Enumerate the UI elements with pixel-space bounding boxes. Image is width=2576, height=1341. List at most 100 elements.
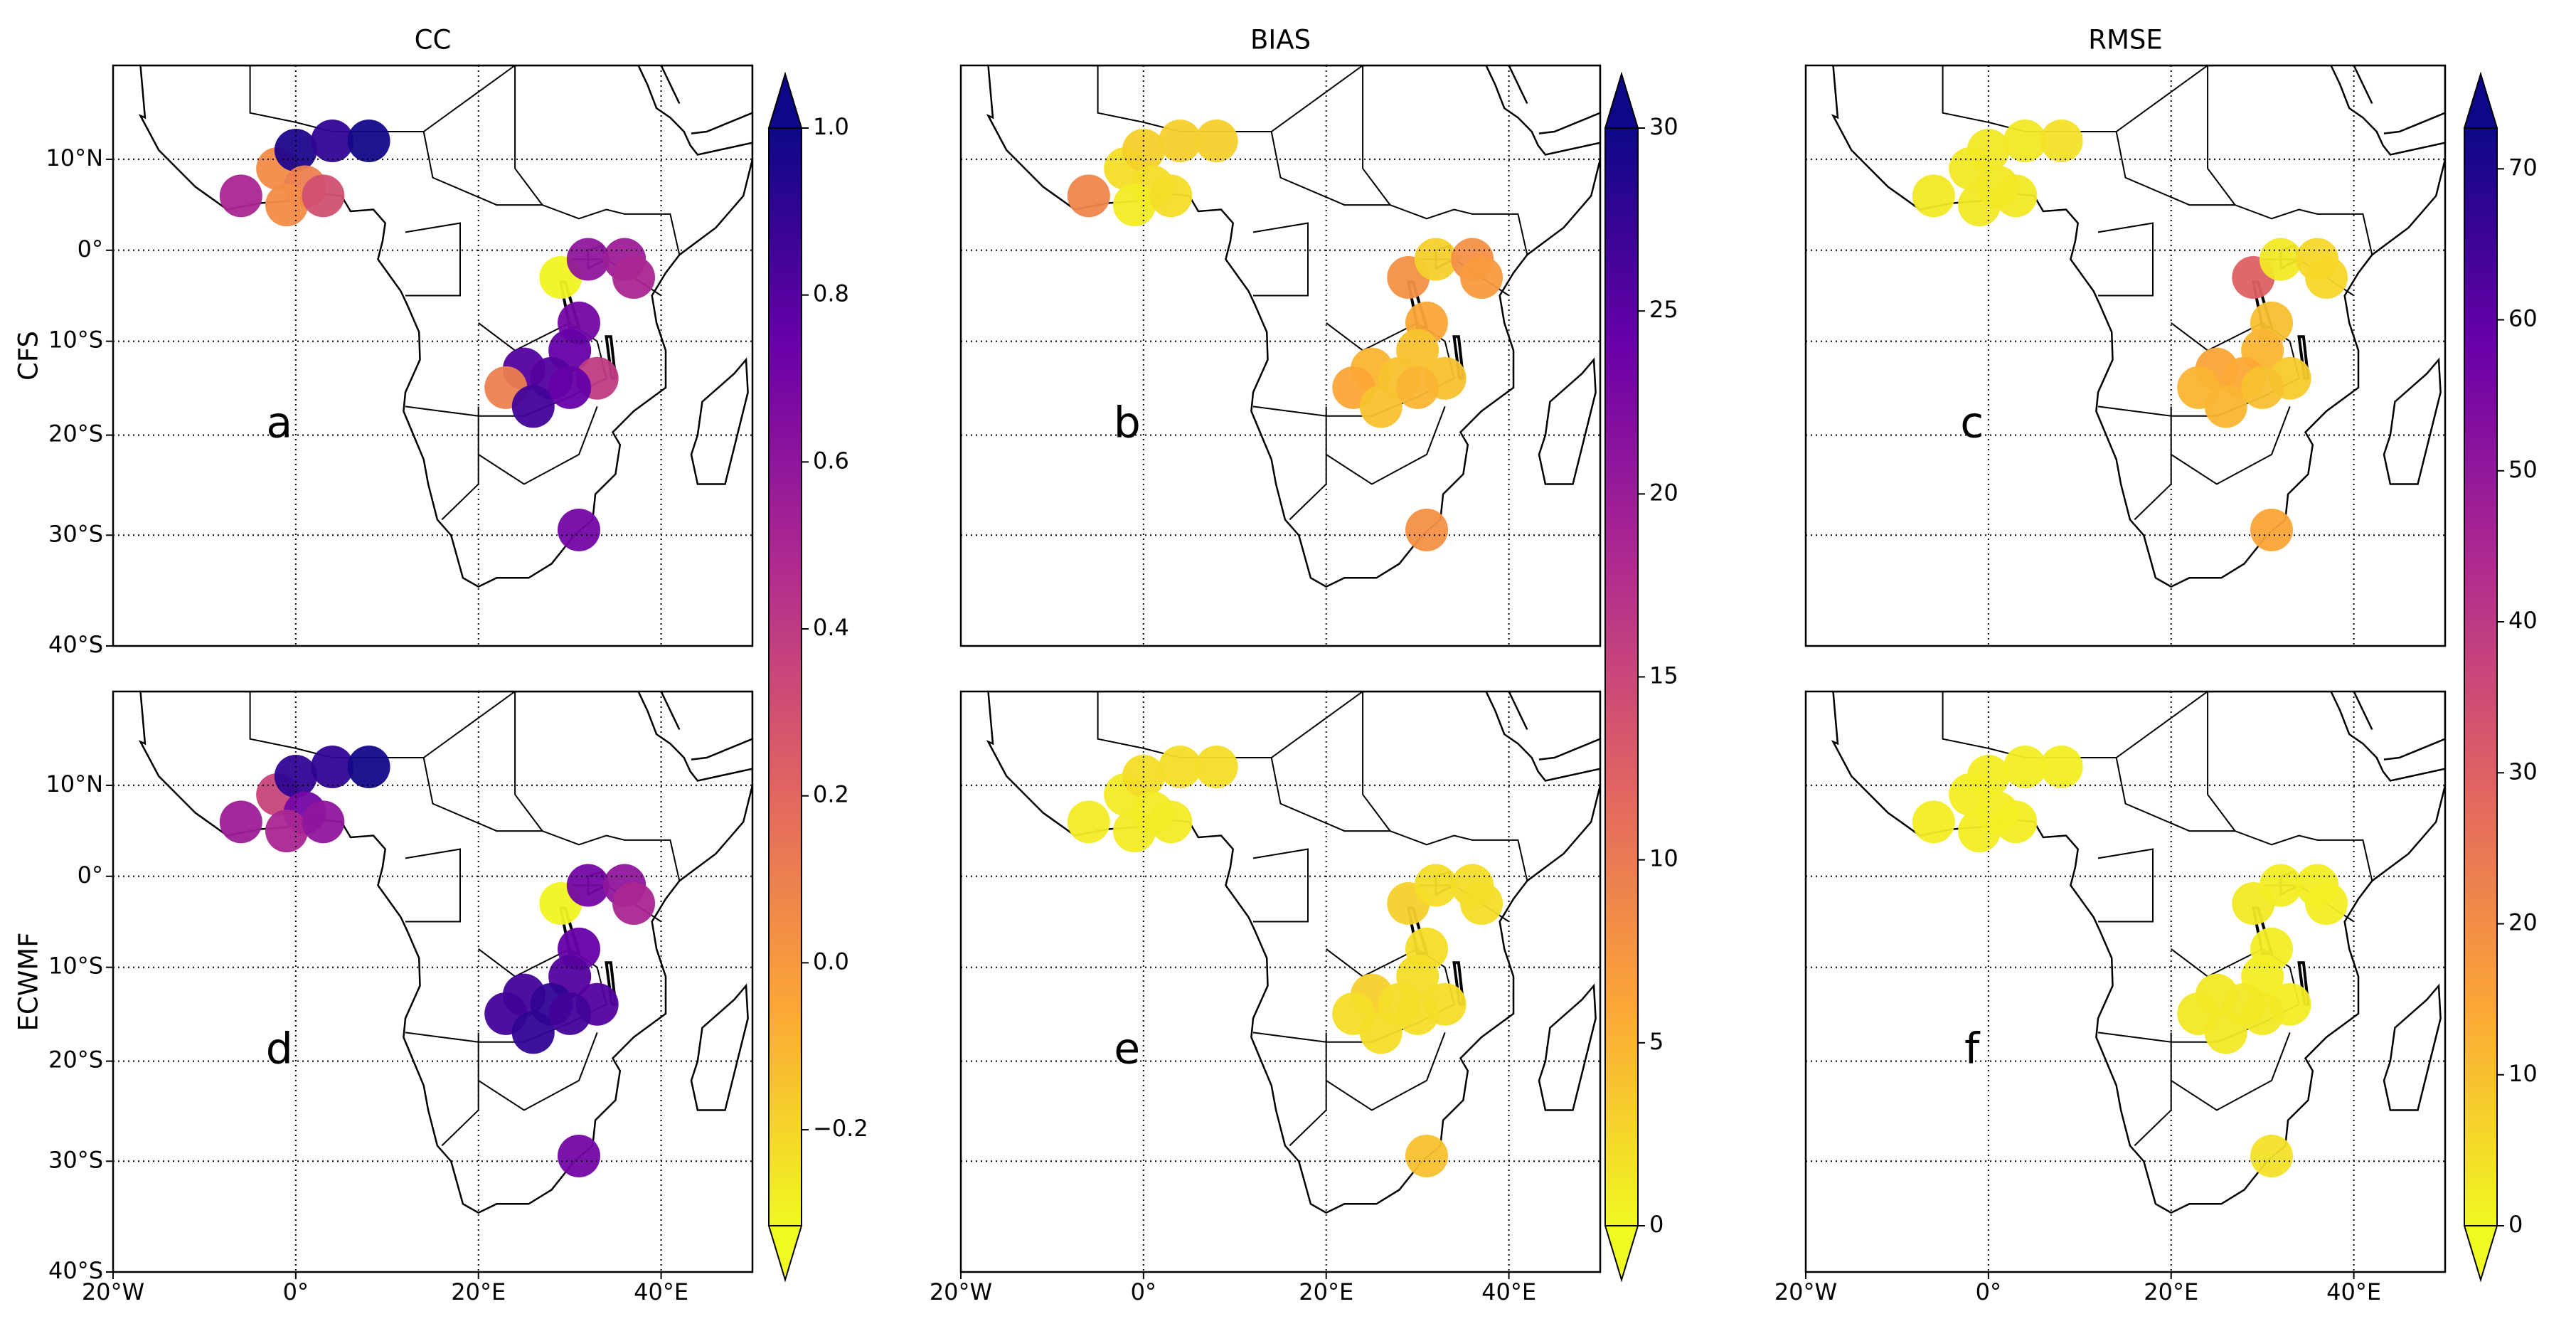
y-tick-label: 0°: [78, 862, 103, 889]
station: [1460, 882, 1503, 926]
station: [311, 119, 354, 162]
colorbar-tick-label: 0.8: [813, 280, 849, 307]
border: [1270, 131, 1528, 255]
y-tick-label: 10°N: [46, 770, 103, 797]
y-tick-label: 0°: [78, 235, 103, 263]
x-tick-label: 0°: [283, 1278, 309, 1305]
map-panel: 10°N 0° 10°S 20°S 30°S 40°S a CC CFS: [14, 25, 754, 658]
panel-title: CC: [415, 25, 452, 55]
station: [2305, 256, 2348, 300]
border: [2171, 1032, 2291, 1111]
border: [478, 1032, 598, 1111]
colorbar-tick-label: 0: [2508, 1211, 2523, 1238]
colorbar-extend: [1604, 71, 1639, 129]
map-panel: 20°W 0° 20°E 40°E e: [930, 690, 1602, 1305]
map-content: [1831, 65, 2445, 588]
station: [1396, 992, 1439, 1035]
panel-frame: [112, 64, 754, 647]
station: [1966, 754, 2010, 797]
coastline: [660, 691, 752, 760]
x-tick-label: 40°E: [1481, 1278, 1536, 1305]
border: [1942, 691, 2208, 758]
colorbar-tick-label: −0.2: [813, 1115, 868, 1142]
station: [1958, 184, 2001, 227]
colorbar-extend: [767, 1225, 803, 1283]
colorbar-extend: [767, 71, 803, 129]
border: [1252, 848, 1309, 923]
station: [2241, 366, 2284, 409]
panel-frame: [1804, 64, 2447, 647]
panel-label: d: [266, 1024, 293, 1074]
station: [302, 800, 345, 844]
border: [441, 406, 479, 521]
border: [2097, 848, 2154, 923]
station: [1149, 800, 1193, 844]
coastline: [138, 691, 752, 1214]
station: [2003, 745, 2047, 788]
colorbar-tick-label: 0.0: [813, 948, 849, 975]
border: [249, 691, 516, 758]
panel-frame: [959, 690, 1602, 1273]
border: [1270, 757, 1528, 881]
station: [1912, 800, 1955, 844]
station: [511, 1011, 555, 1054]
colorbar-tick-label: 30: [1649, 113, 1678, 140]
x-tick-label: 0°: [1976, 1278, 2001, 1305]
border: [514, 691, 543, 832]
station: [347, 119, 390, 162]
colorbar-tick-label: 60: [2508, 305, 2538, 332]
y-tick-label: 40°S: [48, 1257, 103, 1284]
colorbar-tick-label: 10: [2508, 1060, 2538, 1087]
panel-label: f: [1964, 1024, 1981, 1074]
panel-label: b: [1114, 398, 1141, 448]
y-tick-label: 10°S: [48, 953, 103, 980]
station: [1966, 128, 2010, 171]
coastline: [138, 65, 752, 588]
coastline: [2353, 691, 2445, 760]
colorbar-tick-label: 1.0: [813, 113, 849, 140]
border: [405, 222, 461, 297]
y-tick-label: 20°S: [48, 1046, 103, 1074]
panel-frame: [959, 64, 1602, 647]
x-tick-label: 20°E: [2144, 1278, 2198, 1305]
station: [265, 184, 309, 227]
station: [2250, 508, 2293, 551]
station: [1912, 174, 1955, 218]
station: [1405, 1134, 1448, 1177]
station: [219, 174, 262, 218]
colorbar-body: [769, 128, 802, 1226]
station: [1122, 754, 1165, 797]
station: [1113, 810, 1156, 853]
map-content: [138, 691, 752, 1214]
panel-label: c: [1960, 398, 1984, 448]
colorbar-tick-label: 0.2: [813, 781, 849, 808]
station: [1149, 174, 1193, 218]
map-content: [138, 65, 752, 588]
y-tick-label: 10°N: [46, 144, 103, 171]
map-panel: 20°W 0° 20°E 40°E f: [1774, 690, 2447, 1305]
coastline: [690, 983, 749, 1111]
x-tick-label: 40°E: [2326, 1278, 2381, 1305]
station: [548, 992, 592, 1035]
station: [347, 745, 390, 788]
border: [249, 65, 516, 132]
colorbar: 0 10 20 30 40 50 60 70: [2463, 71, 2538, 1283]
station: [1414, 864, 1457, 907]
coastline: [1508, 691, 1600, 760]
colorbar-tick-label: 10: [1649, 845, 1678, 872]
border: [2207, 65, 2236, 206]
station: [1195, 745, 1238, 788]
border: [1362, 65, 1391, 206]
station: [1159, 745, 1202, 788]
border: [2207, 691, 2236, 832]
colorbar-tick-label: 30: [2508, 758, 2538, 785]
colorbar-frame: [768, 127, 802, 1226]
border: [1252, 222, 1309, 297]
map-panel: c RMSE: [1804, 25, 2447, 647]
station: [2241, 992, 2284, 1035]
colorbar-tick-label: 70: [2508, 154, 2538, 181]
coastline: [1831, 65, 2445, 588]
station: [2305, 882, 2348, 926]
map-panel: 20°W 0° 20°E 40°E 10°N 0° 10°S 20°S 30°S 40°S d ECW…: [14, 690, 754, 1305]
